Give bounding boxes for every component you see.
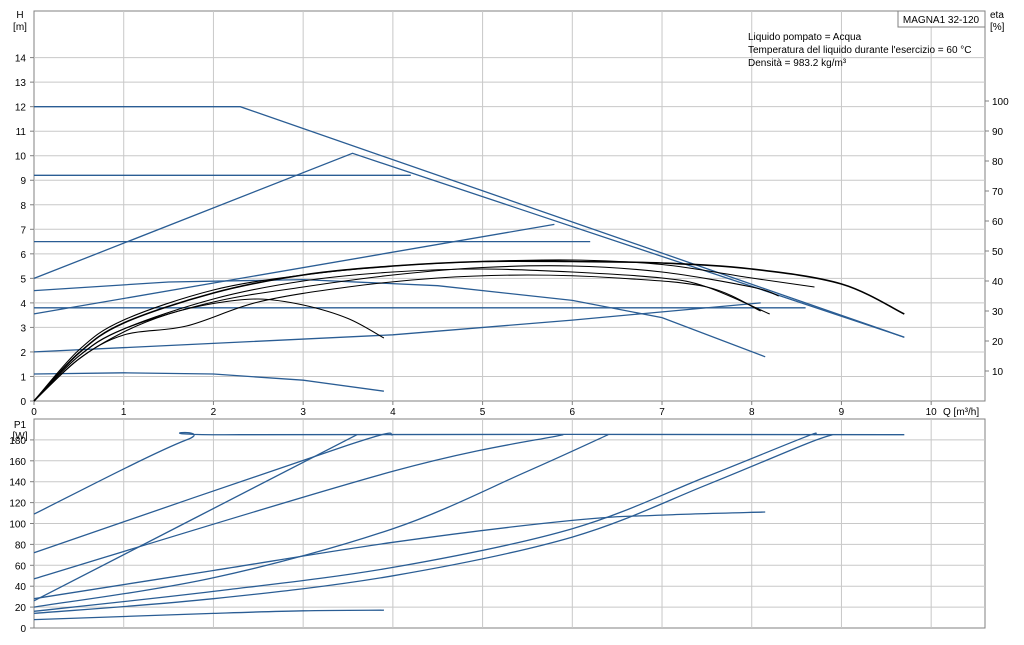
y2-axis-unit: [%]	[990, 22, 1005, 33]
y-tick-label: 1	[20, 372, 26, 383]
head-curve	[34, 106, 905, 338]
power-curve	[33, 431, 905, 515]
head-curve	[33, 302, 761, 353]
y-tick-label: 160	[9, 457, 26, 468]
y-tick-label: 180	[9, 436, 26, 447]
efficiency-curve	[33, 265, 779, 402]
fluid-info-line: Liquido pompato = Acqua	[748, 32, 862, 43]
power-curve	[33, 434, 358, 602]
y2-tick-label: 10	[992, 367, 1004, 378]
y2-tick-label: 60	[992, 217, 1004, 228]
y-tick-label: 10	[15, 152, 27, 163]
x-tick-label: 3	[300, 407, 306, 418]
head-efficiency-plot: 0 1 2 3 4 5 6 7 8 9 100123456789101112131410203040…	[13, 10, 1009, 418]
power-curve	[33, 432, 817, 612]
y-tick-label: 4	[20, 299, 26, 310]
x-tick-label: 0	[31, 407, 37, 418]
y-tick-label: 0	[20, 624, 26, 635]
y-tick-label: 14	[15, 54, 27, 65]
y-tick-label: 40	[15, 582, 27, 593]
p1-axis-unit: [W]	[13, 431, 28, 442]
head-curve	[33, 223, 555, 315]
y-tick-label: 8	[20, 201, 26, 212]
power-plot: 0 20 40 60 80 100 120 140 160 180 P1[W]	[9, 418, 986, 635]
power-curve	[33, 434, 833, 615]
x-tick-label: 2	[211, 407, 217, 418]
y2-tick-label: 30	[992, 307, 1004, 318]
head-curve	[33, 372, 384, 392]
head-curve	[33, 152, 905, 338]
y2-tick-label: 100	[992, 97, 1009, 108]
y-tick-label: 5	[20, 274, 26, 285]
x-tick-label: 6	[570, 407, 576, 418]
y-tick-label: 6	[20, 250, 26, 261]
y-tick-label: 60	[15, 561, 27, 572]
y-tick-label: 9	[20, 176, 26, 187]
y2-tick-label: 20	[992, 337, 1004, 348]
y2-tick-label: 90	[992, 127, 1004, 138]
y-tick-label: 7	[20, 225, 26, 236]
y2-tick-label: 80	[992, 157, 1004, 168]
y-tick-label: 140	[9, 478, 26, 489]
y2-tick-label: 50	[992, 247, 1004, 258]
model-label: MAGNA1 32-120	[903, 15, 980, 26]
x-tick-label: 10	[926, 407, 938, 418]
y-axis-unit: [m]	[13, 22, 27, 33]
x-tick-label: 9	[839, 407, 845, 418]
power-curve	[33, 434, 609, 608]
model-label-box	[897, 10, 986, 28]
x-axis-label: Q [m³/h]	[943, 407, 979, 418]
power-curve	[33, 434, 564, 580]
y-tick-label: 13	[15, 78, 27, 89]
y-tick-label: 2	[20, 348, 26, 359]
p1-axis-label: P1	[14, 420, 27, 431]
y-tick-label: 0	[20, 397, 26, 408]
power-curve	[33, 511, 766, 600]
y-tick-label: 100	[9, 520, 26, 531]
x-tick-label: 4	[390, 407, 396, 418]
head-curve	[33, 278, 766, 358]
fluid-info-line: Temperatura del liquido durante l'eserci…	[748, 45, 972, 56]
x-tick-label: 5	[480, 407, 486, 418]
x-tick-label: 8	[749, 407, 755, 418]
y-tick-label: 20	[15, 603, 27, 614]
chart-annotations: MAGNA1 32-120 Liquido pompato = Acqua Temp…	[748, 10, 986, 69]
y2-tick-label: 70	[992, 187, 1004, 198]
x-tick-label: 7	[659, 407, 665, 418]
y2-tick-label: 40	[992, 277, 1004, 288]
power-curve	[33, 609, 384, 621]
y-tick-label: 12	[15, 103, 27, 114]
y2-axis-label: eta	[990, 10, 1004, 21]
y-tick-label: 11	[16, 127, 27, 138]
power-curve	[33, 432, 394, 554]
efficiency-curve	[33, 260, 905, 402]
y-axis-label: H	[16, 10, 23, 21]
y-tick-label: 80	[15, 540, 27, 551]
y-tick-label: 120	[9, 499, 26, 510]
y-tick-label: 3	[20, 323, 26, 334]
fluid-info-line: Densità = 983.2 kg/m³	[748, 58, 847, 69]
x-tick-label: 1	[121, 407, 127, 418]
efficiency-curve	[33, 274, 761, 402]
